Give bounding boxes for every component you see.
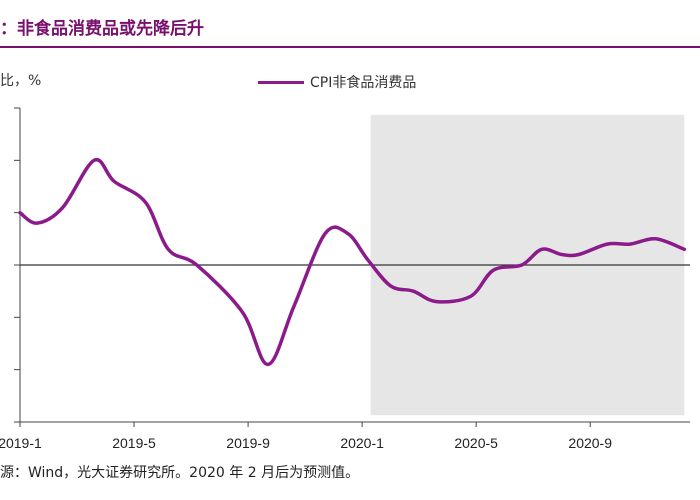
- chart-title: ：非食品消费品或先降后升: [0, 19, 204, 39]
- legend-label: CPI非食品消费品: [310, 75, 417, 91]
- legend-swatch: [258, 80, 304, 84]
- source-note: 源：Wind，光大证券研究所。2020 年 2 月后为预测值。: [0, 465, 360, 481]
- x-tick-label: 2019-5: [112, 435, 156, 451]
- x-tick-label: 2020-1: [340, 435, 384, 451]
- x-tick-label: 2019-9: [226, 435, 270, 451]
- x-tick-label: 2020-9: [568, 435, 612, 451]
- title-bar: ：非食品消费品或先降后升: [0, 0, 700, 54]
- title-divider: [0, 46, 700, 48]
- series-line: [18, 157, 687, 367]
- y-axis-label: 比，%: [0, 73, 42, 89]
- line-chart: 2019-1 2019-5 2019-9 2020-1 2020-5 2020-9: [0, 107, 690, 451]
- x-tick-label: 2020-5: [454, 435, 498, 451]
- x-tick-label: 2019-1: [0, 435, 42, 451]
- legend: CPI非食品消费品: [258, 72, 416, 92]
